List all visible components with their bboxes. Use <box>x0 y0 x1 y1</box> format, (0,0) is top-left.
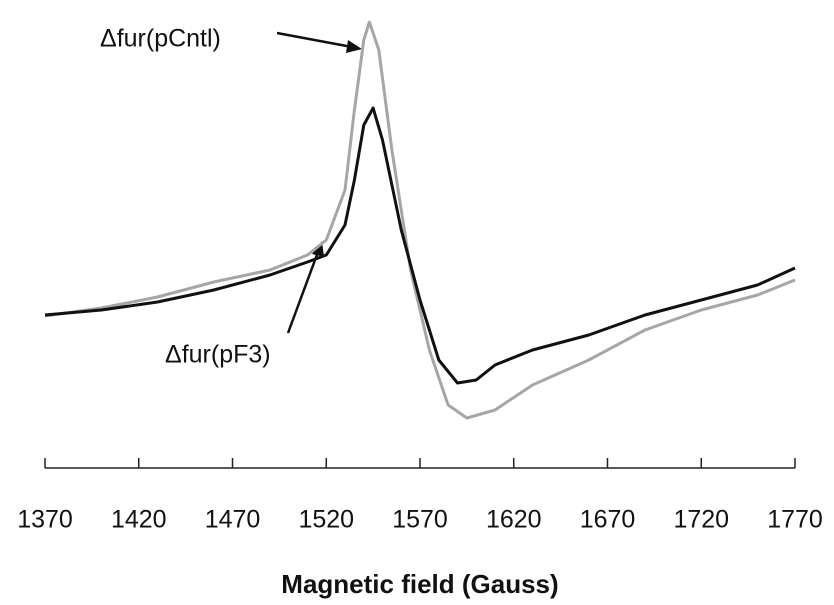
x-tick-label: 1620 <box>486 506 542 534</box>
series-line <box>44 20 796 420</box>
annotation: Δfur(pF3) <box>165 341 271 369</box>
x-tick-label: 1570 <box>392 506 448 534</box>
x-tick-label: 1370 <box>17 506 73 534</box>
arrow <box>276 31 353 49</box>
x-tick-label: 1720 <box>673 506 729 534</box>
x-tick-label: 1470 <box>205 506 261 534</box>
x-tick-label: 1670 <box>580 506 636 534</box>
x-tick-label: 1420 <box>111 506 167 534</box>
arrowhead <box>346 40 362 53</box>
x-tick-label: 1520 <box>298 506 354 534</box>
x-axis-label: Magnetic field (Gauss) <box>281 569 558 599</box>
arrow <box>286 251 320 334</box>
series-line <box>44 106 796 385</box>
annotation: Δfur(pCntl) <box>100 25 221 53</box>
x-tick-label: 1770 <box>767 506 823 534</box>
